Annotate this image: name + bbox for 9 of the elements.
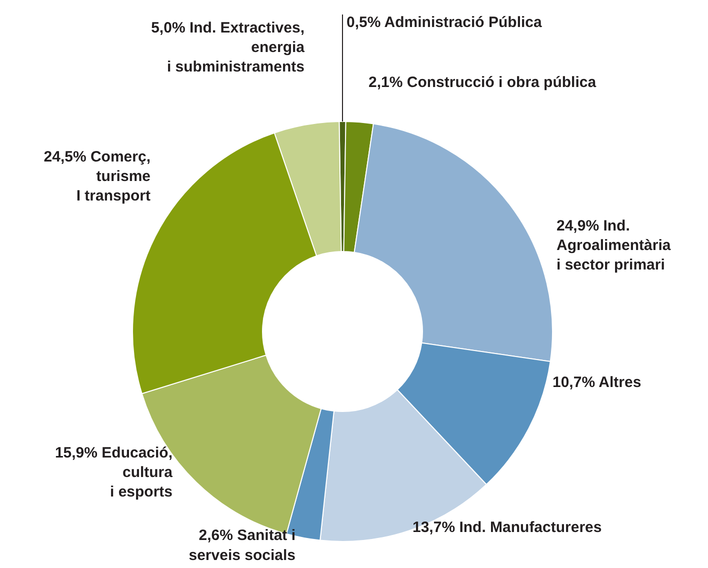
- slice-label: 15,9% Educació, cultura i esports: [54, 444, 174, 501]
- slice-label: 2,6% Sanitat i serveis socials: [188, 527, 296, 564]
- slice-label: 2,1% Construcció i obra pública: [368, 74, 597, 91]
- slice-label: 0,5% Administració Pública: [346, 14, 542, 31]
- slice-label: 10,7% Altres: [552, 374, 642, 391]
- slice-label: 5,0% Ind. Extractives, energia i subministraments: [151, 19, 306, 76]
- slice-label: 24,9% Ind. Agroalimentària i sector primari: [556, 217, 672, 274]
- slice-label: 24,5% Comerç, turisme I transport: [44, 148, 151, 205]
- slice-label: 13,7% Ind. Manufactureres: [412, 519, 602, 536]
